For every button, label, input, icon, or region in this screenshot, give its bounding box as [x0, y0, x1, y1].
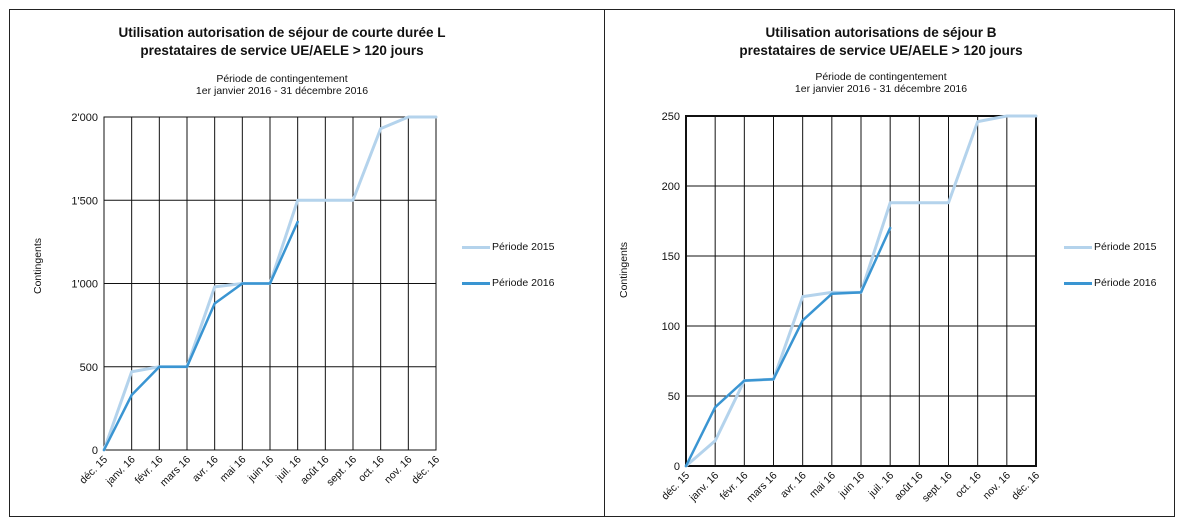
legend-swatch-2015 — [462, 245, 490, 249]
legend-swatch-2016 — [462, 281, 490, 285]
chart-title-line-2: prestataires de service UE/AELE > 120 jo… — [739, 43, 1023, 58]
legend-swatch-2015 — [1064, 245, 1092, 249]
x-tick-label: sept. 16 — [920, 470, 955, 505]
chart-title: Utilisation autorisations de séjour B pr… — [671, 24, 1091, 60]
y-tick-label: 200 — [662, 181, 680, 193]
y-tick-label: 250 — [662, 111, 680, 123]
legend-item-2016: Période 2016 — [1064, 277, 1156, 289]
x-tick-label: nov. 16 — [382, 454, 414, 486]
y-tick-label: 100 — [662, 321, 680, 333]
x-tick-label: juin 16 — [245, 454, 276, 485]
figure-frame — [9, 9, 1175, 517]
legend-label-2016: Période 2016 — [1094, 277, 1157, 289]
plot-area-border — [685, 115, 1037, 467]
plot-area-border — [103, 116, 437, 451]
x-tick-label: avr. 16 — [190, 454, 221, 485]
chart-subtitle: Période de contingentement 1er janvier 2… — [72, 73, 492, 97]
legend-item-2015: Période 2015 — [462, 241, 554, 253]
x-tick-label: mars 16 — [744, 470, 779, 505]
series-line-2016 — [102, 220, 299, 452]
legend-item-2016: Période 2016 — [462, 277, 554, 289]
x-tick-label: mars 16 — [158, 454, 193, 489]
series-line-2016 — [684, 226, 892, 468]
chart-residence-b: Utilisation autorisations de séjour B pr… — [605, 9, 1175, 517]
chart-subtitle-line-2: 1er janvier 2016 - 31 décembre 2016 — [195, 85, 369, 97]
chart-subtitle-line-1: Période de contingentement — [815, 71, 947, 83]
chart-subtitle: Période de contingentement 1er janvier 2… — [671, 71, 1091, 95]
y-tick-label: 2'000 — [71, 112, 98, 124]
x-tick-label: avr. 16 — [778, 470, 809, 501]
y-tick-label: 0 — [674, 461, 680, 473]
chart-title-line-2: prestataires de service UE/AELE > 120 jo… — [140, 43, 424, 58]
y-tick-label: 500 — [80, 362, 98, 374]
legend-label-2015: Période 2015 — [492, 241, 555, 253]
legend-swatch-2016 — [1064, 281, 1092, 285]
x-tick-label: oct. 16 — [953, 470, 984, 501]
x-tick-label: déc. 16 — [409, 454, 442, 487]
chart-subtitle-line-1: Période de contingentement — [216, 73, 348, 85]
x-tick-label: janv. 16 — [687, 470, 722, 505]
x-tick-label: juil. 16 — [866, 470, 897, 501]
y-tick-label: 1'500 — [71, 195, 98, 207]
x-tick-label: oct. 16 — [356, 454, 387, 485]
legend-label-2015: Période 2015 — [1094, 241, 1157, 253]
x-tick-label: nov. 16 — [981, 470, 1013, 502]
x-tick-label: mai 16 — [218, 454, 249, 485]
x-tick-label: sept. 16 — [324, 454, 359, 489]
legend-item-2015: Période 2015 — [1064, 241, 1156, 253]
x-tick-label: déc. 16 — [1009, 470, 1042, 503]
x-tick-label: juin 16 — [836, 470, 867, 501]
y-tick-label: 1'000 — [71, 279, 98, 291]
y-tick-label: 0 — [92, 445, 98, 457]
chart-title-line-1: Utilisation autorisations de séjour B — [765, 25, 997, 40]
y-tick-label: 50 — [668, 391, 680, 403]
chart-subtitle-line-2: 1er janvier 2016 - 31 décembre 2016 — [794, 83, 968, 95]
x-tick-label: janv. 16 — [103, 454, 138, 489]
y-tick-label: 150 — [662, 251, 680, 263]
chart-divider — [604, 9, 605, 517]
chart-title-line-1: Utilisation autorisation de séjour de co… — [118, 25, 446, 40]
legend-label-2016: Période 2016 — [492, 277, 555, 289]
chart-short-stay-l: Utilisation autorisation de séjour de co… — [9, 9, 604, 517]
chart-title: Utilisation autorisation de séjour de co… — [72, 24, 492, 60]
x-tick-label: déc. 15 — [659, 470, 692, 503]
x-tick-label: mai 16 — [807, 470, 838, 501]
